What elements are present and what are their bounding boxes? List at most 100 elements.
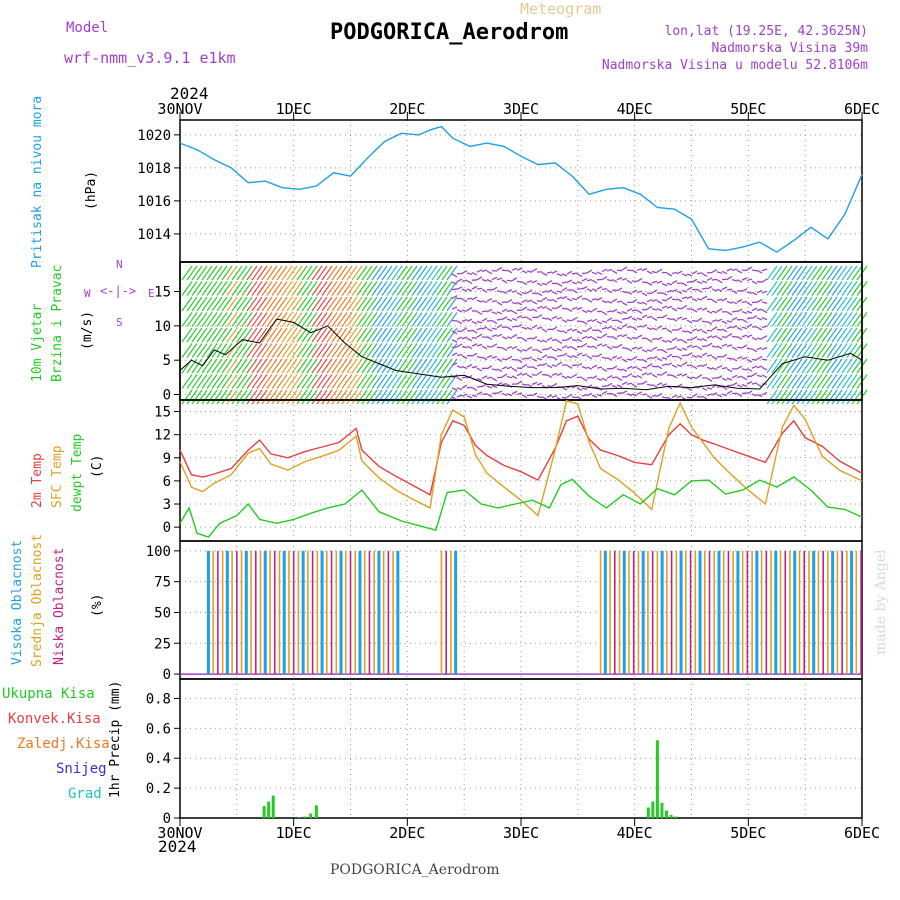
- wind-barb-stroke: [271, 296, 283, 312]
- wind-barb-stroke: [311, 389, 323, 405]
- wind-barb-stroke: [776, 327, 788, 343]
- wind-barb-stroke: [336, 389, 348, 405]
- wind-barb-stroke: [506, 309, 513, 312]
- wind-barb-stroke: [766, 327, 778, 343]
- wind-barb-stroke: [641, 393, 648, 396]
- wind-barb-stroke: [471, 337, 478, 339]
- wind-barb-stroke: [461, 279, 468, 282]
- wind-barb-stroke: [811, 343, 823, 358]
- wind-barb-stroke: [591, 329, 598, 332]
- wind-barb-stroke: [581, 277, 588, 282]
- wind-barb-stroke: [281, 343, 293, 358]
- wind-barb-stroke: [201, 312, 213, 327]
- wind-barb-stroke: [376, 358, 388, 374]
- wind-barb-stroke: [196, 327, 208, 343]
- wind-barb-stroke: [811, 312, 823, 327]
- wind-barb-stroke: [496, 358, 503, 362]
- wind-barb-stroke: [281, 281, 293, 296]
- wind-barb-stroke: [401, 343, 413, 358]
- wind-barb-stroke: [546, 271, 553, 274]
- wind-barb-stroke: [631, 289, 638, 293]
- wind-barb-stroke: [506, 393, 513, 397]
- wind-barb-stroke: [276, 327, 288, 343]
- wind-barb-stroke: [286, 312, 298, 327]
- wind-barb-stroke: [536, 370, 543, 376]
- wind-barb-stroke: [561, 352, 568, 357]
- cloud-legend-2: Srednja Oblacnost: [30, 533, 45, 667]
- wind-barb-stroke: [376, 296, 388, 312]
- wind-barb-stroke: [236, 358, 248, 374]
- wind-barb-stroke: [471, 329, 478, 334]
- wind-barb-stroke: [801, 358, 813, 374]
- wind-barb-stroke: [636, 317, 643, 321]
- wind-barb-stroke: [336, 374, 348, 389]
- wind-barb-stroke: [371, 343, 383, 358]
- wind-barb-stroke: [591, 337, 598, 341]
- wind-barb-stroke: [456, 394, 463, 398]
- wind-barb-stroke: [521, 394, 528, 399]
- wind-barb-stroke: [201, 265, 213, 281]
- wind-barb-stroke: [686, 295, 693, 300]
- wind-barb-stroke: [601, 390, 608, 395]
- wind-barb-stroke: [456, 343, 463, 348]
- wind-barb-stroke: [331, 312, 343, 327]
- wind-barb-stroke: [351, 389, 363, 405]
- wind-barb-stroke: [391, 389, 403, 405]
- wind-barb-stroke: [361, 281, 373, 296]
- wind-barb-stroke: [676, 326, 683, 332]
- wind-barb-stroke: [326, 358, 338, 374]
- wind-barb-stroke: [781, 296, 793, 312]
- wind-barb-stroke: [441, 358, 453, 374]
- wind-barb-stroke: [621, 317, 628, 321]
- wind-barb-stroke: [681, 289, 688, 293]
- wind-barb-stroke: [741, 318, 748, 323]
- wind-barb-stroke: [641, 349, 648, 353]
- wind-barb-stroke: [716, 345, 723, 350]
- y-tick-label: 0.2: [146, 781, 171, 797]
- wind-barb-stroke: [491, 355, 498, 359]
- wind-barb-stroke: [601, 343, 608, 347]
- wind-barb-stroke: [541, 354, 548, 359]
- wind-barb-stroke: [341, 343, 353, 358]
- wind-barb-stroke: [646, 305, 653, 310]
- x-tick-label-top: 30NOV: [157, 100, 202, 118]
- wind-barb-stroke: [361, 389, 373, 405]
- wind-barb-stroke: [546, 346, 553, 351]
- wind-barb-stroke: [511, 317, 518, 321]
- wind-barb-stroke: [611, 327, 618, 332]
- wind-barb-stroke: [211, 374, 223, 389]
- wind-barb-stroke: [761, 325, 768, 328]
- wind-barb-stroke: [791, 389, 803, 405]
- wind-barb-stroke: [616, 356, 623, 360]
- wind-barb-stroke: [406, 296, 418, 312]
- wind-barb-stroke: [296, 312, 308, 327]
- wind-barb-stroke: [836, 281, 848, 296]
- wind-barb-stroke: [731, 357, 738, 362]
- wind-barb-stroke: [831, 343, 843, 358]
- x-tick-label-top: 5DEC: [730, 100, 766, 118]
- wind-barb-stroke: [541, 290, 548, 294]
- y-tick-label: 50: [154, 605, 171, 621]
- wind-barb-stroke: [221, 358, 233, 374]
- wind-barb-stroke: [671, 298, 678, 301]
- wind-barb-stroke: [291, 296, 303, 312]
- wind-barb-stroke: [541, 271, 548, 277]
- wind-barb-stroke: [296, 343, 308, 358]
- wind-barb-stroke: [746, 291, 753, 294]
- wind-barb-stroke: [701, 352, 708, 357]
- wind-barb-stroke: [656, 268, 663, 273]
- wind-barb-stroke: [656, 292, 663, 295]
- wind-barb-stroke: [521, 383, 528, 386]
- wind-barb-stroke: [471, 343, 478, 347]
- wind-barb-stroke: [716, 336, 723, 341]
- y-tick-label: 1014: [137, 227, 171, 243]
- wind-barb-stroke: [376, 312, 388, 327]
- wind-barb-stroke: [556, 354, 563, 357]
- wind-barb-stroke: [716, 365, 723, 369]
- wind-barb-stroke: [281, 312, 293, 327]
- wind-barb-stroke: [506, 346, 513, 349]
- wind-barb-stroke: [696, 354, 703, 359]
- wind-barb-stroke: [396, 389, 408, 405]
- wind-frame: [179, 261, 863, 401]
- wind-barb-stroke: [566, 336, 573, 341]
